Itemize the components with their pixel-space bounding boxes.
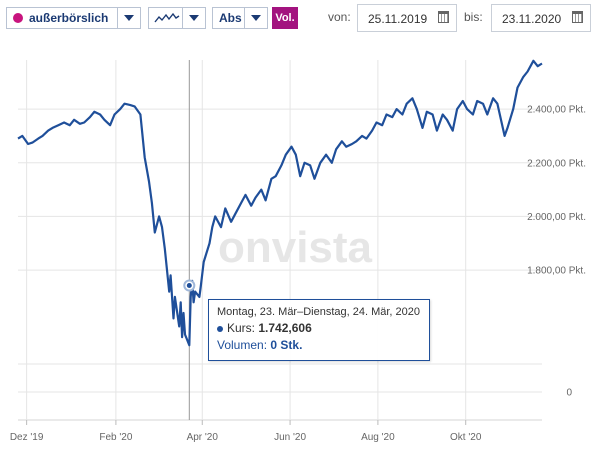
y-tick-label: 1.800,00 Pkt.: [527, 266, 586, 277]
x-tick-label: Apr '20: [187, 432, 219, 443]
chart-tooltip: Montag, 23. Mär–Dienstag, 24. Mär, 2020 …: [208, 299, 430, 361]
to-date-label: bis:: [464, 10, 483, 24]
y-tick-label: 2.200,00 Pkt.: [527, 158, 586, 169]
x-tick-label: Dez '19: [10, 432, 44, 443]
exchange-select[interactable]: außerbörslich: [6, 7, 141, 29]
y-tick-label: 2.000,00 Pkt.: [527, 212, 586, 223]
tooltip-volume-row: Volumen: 0 Stk.: [217, 338, 421, 352]
tooltip-date-range: Montag, 23. Mär–Dienstag, 24. Mär, 2020: [217, 306, 421, 318]
chart-axes: 2.400,00 Pkt. 2.200,00 Pkt. 2.000,00 Pkt. 1…: [10, 105, 586, 443]
tooltip-price-row: Kurs: 1.742,606: [217, 321, 421, 335]
from-date-input[interactable]: 25.11.2019: [357, 4, 457, 32]
chevron-down-icon[interactable]: [182, 8, 205, 28]
chart-type-select[interactable]: [148, 7, 206, 29]
from-date-value: 25.11.2019: [368, 12, 428, 26]
to-date-value: 23.11.2020: [502, 12, 562, 26]
to-date-input[interactable]: 23.11.2020: [491, 4, 591, 32]
x-tick-label: Feb '20: [99, 432, 132, 443]
line-chart-icon: [154, 12, 180, 23]
y-tick-label: 2.400,00 Pkt.: [527, 105, 586, 116]
chart-grid: [18, 60, 542, 425]
volume-tick-label: 0: [566, 388, 572, 399]
tooltip-price-label: Kurs:: [227, 321, 256, 335]
tooltip-volume-value: 0 Stk.: [270, 338, 303, 352]
price-series-line: [17, 59, 543, 347]
chart-toolbar: außerbörslich Abs Vol. von: 25.11.2019 b…: [0, 0, 598, 42]
x-tick-label: Jun '20: [274, 432, 306, 443]
onvista-watermark: onvista: [218, 223, 373, 272]
hover-point-dot: [186, 282, 192, 288]
volume-toggle-button[interactable]: Vol.: [272, 7, 298, 29]
exchange-select-label: außerbörslich: [29, 11, 109, 25]
tooltip-volume-label: Volumen:: [217, 338, 268, 352]
scale-select-label: Abs: [219, 11, 242, 25]
scale-select[interactable]: Abs: [212, 7, 268, 29]
x-tick-label: Aug '20: [361, 432, 395, 443]
chevron-down-icon[interactable]: [244, 8, 267, 28]
from-date-label: von:: [328, 10, 351, 24]
calendar-icon[interactable]: [572, 11, 583, 23]
exchange-color-dot: [13, 13, 23, 23]
x-tick-label: Okt '20: [450, 432, 482, 443]
tooltip-price-value: 1.742,606: [258, 321, 312, 335]
calendar-icon[interactable]: [438, 11, 449, 23]
chevron-down-icon[interactable]: [117, 8, 140, 28]
series-dot-icon: [217, 325, 223, 332]
